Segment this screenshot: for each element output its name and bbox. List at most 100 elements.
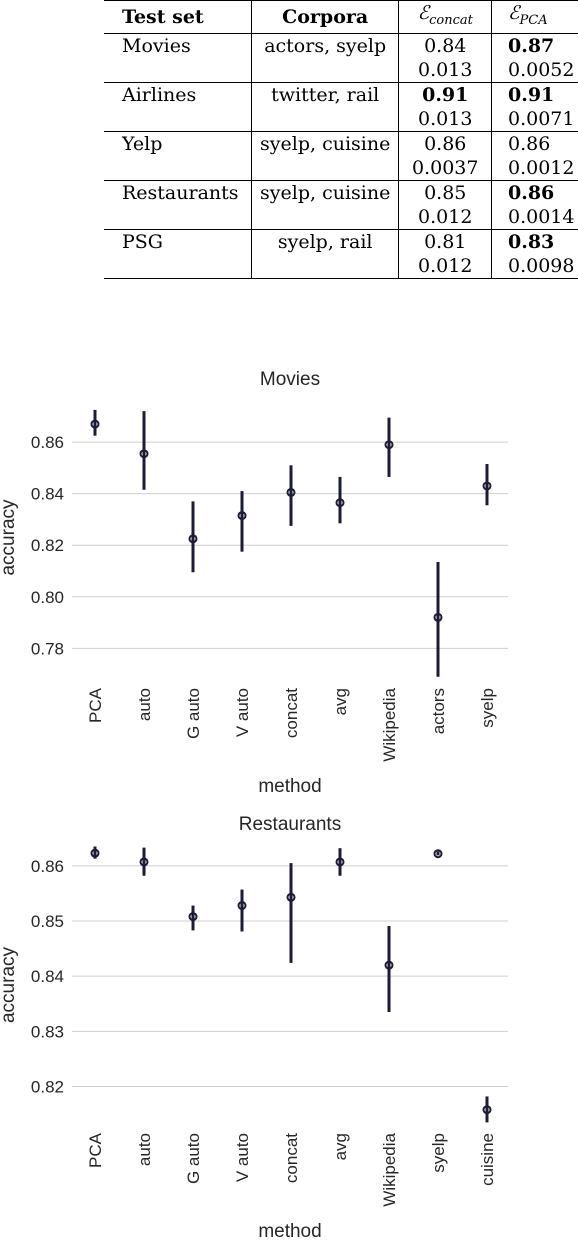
- cell-empty: [251, 204, 400, 230]
- header-pca-symbol: ℰ: [508, 2, 520, 24]
- header-corpora: Corpora: [251, 0, 400, 34]
- cell-corpora: syelp, cuisine: [251, 130, 400, 156]
- y-tick-label: 0.84: [31, 967, 64, 986]
- table-row-std: 0.012 0.0098: [104, 253, 578, 279]
- data-point: [286, 892, 296, 902]
- table-row: Restaurants syelp, cuisine 0.85 0.86: [104, 179, 578, 205]
- cell-empty: [251, 155, 400, 181]
- data-point: [237, 511, 247, 521]
- data-point: [90, 848, 100, 858]
- cell-corpora: twitter, rail: [251, 81, 400, 107]
- results-table-container: Test set Corpora ℰconcat ℰPCA Movies acto…: [104, 0, 578, 284]
- x-tick-label: PCA: [86, 687, 105, 723]
- chart-title: Movies: [260, 369, 320, 390]
- data-point: [286, 487, 296, 497]
- header-concat-subscript: concat: [429, 12, 473, 28]
- table-row-std: 0.013 0.0052: [104, 57, 578, 83]
- y-tick-label: 0.78: [31, 639, 64, 658]
- cell-empty: [251, 253, 400, 279]
- x-tick-label: V auto: [233, 1133, 252, 1182]
- movies-chart: Movies 0.78 0.80 0.82 0.84 0.86 accuracy PCA aut…: [0, 369, 508, 797]
- header-concat-symbol: ℰ: [417, 2, 430, 24]
- x-tick-label: avg: [331, 1133, 350, 1160]
- cell-concat-mean: 0.91: [398, 81, 492, 107]
- y-tick-label: 0.86: [31, 433, 64, 452]
- header-pca: ℰPCA: [491, 0, 578, 34]
- x-tick-label: auto: [135, 1133, 154, 1166]
- cell-pca-std: 0.0014: [508, 205, 575, 228]
- data-point: [433, 849, 443, 859]
- header-pca-subscript: PCA: [519, 12, 548, 28]
- cell-empty: [104, 106, 252, 132]
- x-tick-label: cuisine: [478, 1133, 497, 1186]
- restaurants-chart: Restaurants 0.82 0.83 0.84 0.85 0.86 accuracy P…: [0, 814, 508, 1240]
- cell-corpora: syelp, rail: [251, 228, 400, 254]
- table-row: Airlines twitter, rail 0.91 0.91: [104, 81, 578, 107]
- data-point: [237, 901, 247, 911]
- y-tick-label: 0.84: [31, 485, 64, 504]
- cell-concat-std: 0.012: [398, 204, 492, 230]
- y-tick-label: 0.86: [31, 857, 64, 876]
- data-point: [384, 960, 394, 970]
- x-axis-title: method: [258, 776, 321, 797]
- cell-test-set: Airlines: [104, 81, 252, 107]
- cell-empty: [251, 106, 400, 132]
- cell-empty: [104, 57, 252, 83]
- cell-pca-std: 0.0052: [508, 58, 575, 81]
- y-tick-label: 0.82: [31, 536, 64, 555]
- cell-concat-mean: 0.86: [398, 130, 492, 156]
- x-tick-label: concat: [282, 1133, 301, 1183]
- data-point: [482, 1105, 492, 1115]
- cell-pca-std: 0.0071: [508, 107, 575, 130]
- x-tick-label: PCA: [86, 1132, 105, 1168]
- x-tick-label: actors: [429, 688, 448, 734]
- header-concat: ℰconcat: [398, 0, 492, 34]
- data-point: [433, 612, 443, 622]
- table-row-std: 0.0037 0.0012: [104, 155, 578, 181]
- data-point: [335, 857, 345, 867]
- table-header-row: Test set Corpora ℰconcat ℰPCA: [104, 0, 578, 34]
- data-point: [482, 481, 492, 491]
- cell-empty: [104, 253, 252, 279]
- cell-test-set: Restaurants: [104, 179, 252, 205]
- cell-test-set: Movies: [104, 32, 252, 58]
- y-tick-label: 0.83: [31, 1022, 64, 1041]
- data-point: [335, 498, 345, 508]
- table-row: PSG syelp, rail 0.81 0.83: [104, 228, 578, 254]
- table-row: Yelp syelp, cuisine 0.86 0.86: [104, 130, 578, 156]
- y-axis-title: accuracy: [0, 946, 19, 1023]
- cell-pca-mean: 0.86: [491, 130, 578, 156]
- cell-empty: [104, 204, 252, 230]
- cell-concat-mean: 0.81: [398, 228, 492, 254]
- cell-pca-mean: 0.87: [491, 32, 578, 58]
- data-point: [188, 912, 198, 922]
- cell-pca-mean: 0.86: [491, 179, 578, 205]
- table-row-std: 0.013 0.0071: [104, 106, 578, 132]
- x-axis-title: method: [258, 1221, 321, 1240]
- table-row: Movies actors, syelp 0.84 0.87: [104, 32, 578, 58]
- y-tick-label: 0.85: [31, 912, 64, 931]
- x-tick-label: G auto: [184, 688, 203, 739]
- x-tick-label: V auto: [233, 688, 252, 737]
- cell-concat-mean: 0.84: [398, 32, 492, 58]
- cell-pca-mean: 0.91: [491, 81, 578, 107]
- cell-concat-std: 0.013: [398, 106, 492, 132]
- cell-concat-mean: 0.85: [398, 179, 492, 205]
- results-table: Test set Corpora ℰconcat ℰPCA Movies acto…: [104, 0, 578, 279]
- y-axis-title: accuracy: [0, 499, 19, 576]
- x-tick-label: G auto: [184, 1133, 203, 1184]
- y-tick-label: 0.82: [31, 1078, 64, 1097]
- x-tick-label: auto: [135, 688, 154, 721]
- x-tick-label: Wikipedia: [380, 1132, 399, 1206]
- data-point: [90, 419, 100, 429]
- cell-test-set: Yelp: [104, 130, 252, 156]
- x-tick-label: concat: [282, 688, 301, 738]
- cell-test-set: PSG: [104, 228, 252, 254]
- cell-empty: [251, 57, 400, 83]
- cell-corpora: syelp, cuisine: [251, 179, 400, 205]
- cell-empty: [104, 155, 252, 181]
- data-point: [384, 440, 394, 450]
- cell-pca-std: 0.0012: [508, 156, 575, 179]
- cell-pca-mean: 0.83: [491, 228, 578, 254]
- data-point: [139, 449, 149, 459]
